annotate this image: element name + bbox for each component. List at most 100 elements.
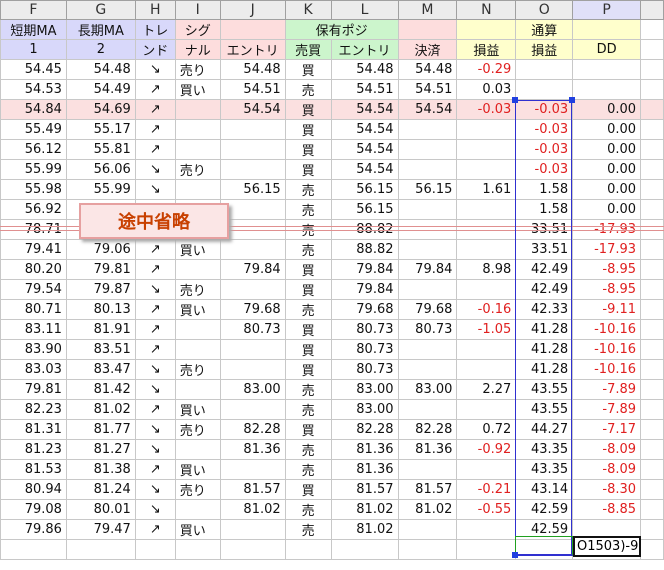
- cell-N[interactable]: -1.05: [456, 319, 517, 340]
- cell-F[interactable]: 55.49: [0, 119, 67, 140]
- column-header-H[interactable]: H: [134, 0, 176, 20]
- cell-I[interactable]: [174, 439, 221, 460]
- cell-J[interactable]: 82.28: [219, 419, 286, 440]
- cell-K[interactable]: 売: [284, 199, 332, 220]
- cell-O[interactable]: 1.58: [515, 199, 574, 220]
- cell-N[interactable]: -0.55: [456, 499, 517, 520]
- cell-N[interactable]: [456, 119, 517, 140]
- cell-H[interactable]: ↘: [134, 479, 176, 500]
- cell[interactable]: [640, 539, 664, 560]
- cell-J[interactable]: [219, 279, 286, 300]
- cell-N[interactable]: [456, 159, 517, 180]
- cell-P[interactable]: -7.17: [572, 419, 642, 440]
- cell-G[interactable]: 81.38: [65, 459, 136, 480]
- cell-O[interactable]: 33.51: [515, 239, 574, 260]
- cell-K[interactable]: 売: [284, 459, 332, 480]
- cell-L[interactable]: 80.73: [330, 319, 399, 340]
- cell-I[interactable]: 買い: [174, 239, 221, 260]
- cell-K[interactable]: 売: [284, 239, 332, 260]
- cell-L[interactable]: 54.48: [330, 59, 399, 80]
- cell[interactable]: [640, 59, 664, 80]
- cell-J[interactable]: 54.51: [219, 79, 286, 100]
- cell-K[interactable]: 売: [284, 179, 332, 200]
- cell-G[interactable]: 81.24: [65, 479, 136, 500]
- cell-N[interactable]: [456, 519, 517, 540]
- cell-K[interactable]: 売: [284, 79, 332, 100]
- cell-P[interactable]: 0.00: [572, 119, 642, 140]
- cell-I[interactable]: 売り: [174, 59, 221, 80]
- cell-L[interactable]: 54.54: [330, 99, 399, 120]
- header-cell-G[interactable]: 2: [65, 39, 136, 60]
- cell-O[interactable]: 43.55: [515, 379, 574, 400]
- cell[interactable]: [640, 19, 664, 40]
- cell-M[interactable]: 56.15: [397, 179, 458, 200]
- cell-O[interactable]: -0.03: [515, 119, 574, 140]
- cell-M[interactable]: [397, 139, 458, 160]
- cell-M[interactable]: 81.57: [397, 479, 458, 500]
- cell-O[interactable]: 43.55: [515, 399, 574, 420]
- cell[interactable]: [640, 99, 664, 120]
- cell-G[interactable]: 81.27: [65, 439, 136, 460]
- cell-P[interactable]: [572, 59, 642, 80]
- cell-M[interactable]: 82.28: [397, 419, 458, 440]
- cell-L[interactable]: 88.82: [330, 239, 399, 260]
- cell-M[interactable]: [397, 399, 458, 420]
- cell-G[interactable]: 81.77: [65, 419, 136, 440]
- header-cell-M[interactable]: [397, 19, 458, 40]
- cell-L[interactable]: 79.68: [330, 299, 399, 320]
- cell[interactable]: [640, 499, 664, 520]
- cell-L[interactable]: 79.84: [330, 279, 399, 300]
- cell-I[interactable]: [174, 99, 221, 120]
- cell-H[interactable]: ↗: [134, 299, 176, 320]
- cell-O[interactable]: -0.03: [515, 99, 574, 120]
- cell[interactable]: [174, 539, 221, 560]
- cell-O[interactable]: 41.28: [515, 319, 574, 340]
- cell-M[interactable]: 54.48: [397, 59, 458, 80]
- cell-H[interactable]: ↗: [134, 119, 176, 140]
- cell-J[interactable]: [219, 199, 286, 220]
- column-header-I[interactable]: I: [174, 0, 221, 20]
- cell-G[interactable]: 56.06: [65, 159, 136, 180]
- cell-G[interactable]: 54.69: [65, 99, 136, 120]
- cell-F[interactable]: 55.98: [0, 179, 67, 200]
- cell-F[interactable]: 54.53: [0, 79, 67, 100]
- cell-M[interactable]: [397, 459, 458, 480]
- cell-N[interactable]: -0.29: [456, 59, 517, 80]
- cell-N[interactable]: [456, 399, 517, 420]
- cell-H[interactable]: ↗: [134, 79, 176, 100]
- header-cell-I[interactable]: ナル: [174, 39, 221, 60]
- cell-N[interactable]: -0.21: [456, 479, 517, 500]
- cell-P[interactable]: -8.30: [572, 479, 642, 500]
- cell[interactable]: [640, 519, 664, 540]
- cell-J[interactable]: [219, 159, 286, 180]
- cell-G[interactable]: 79.81: [65, 259, 136, 280]
- cell-I[interactable]: 売り: [174, 479, 221, 500]
- cell[interactable]: [640, 159, 664, 180]
- cell-O[interactable]: 43.35: [515, 459, 574, 480]
- cell-P[interactable]: -8.09: [572, 459, 642, 480]
- cell-F[interactable]: 79.81: [0, 379, 67, 400]
- cell-H[interactable]: ↗: [134, 99, 176, 120]
- cell-L[interactable]: 81.02: [330, 499, 399, 520]
- cell-K[interactable]: 買: [284, 279, 332, 300]
- cell-G[interactable]: 54.49: [65, 79, 136, 100]
- cell-G[interactable]: 54.48: [65, 59, 136, 80]
- cell[interactable]: [640, 139, 664, 160]
- cell-M[interactable]: [397, 359, 458, 380]
- cell-L[interactable]: 54.51: [330, 79, 399, 100]
- cell-I[interactable]: [174, 139, 221, 160]
- cell-L[interactable]: 80.73: [330, 359, 399, 380]
- cell-I[interactable]: [174, 319, 221, 340]
- header-cell-J[interactable]: [219, 19, 286, 40]
- cell-M[interactable]: 79.84: [397, 259, 458, 280]
- cell-O[interactable]: 1.58: [515, 179, 574, 200]
- cell-O[interactable]: 42.59: [515, 499, 574, 520]
- cell-G[interactable]: 80.13: [65, 299, 136, 320]
- cell-I[interactable]: 買い: [174, 79, 221, 100]
- cell-O[interactable]: 41.28: [515, 339, 574, 360]
- cell-H[interactable]: ↘: [134, 179, 176, 200]
- cell-N[interactable]: [456, 339, 517, 360]
- cell-N[interactable]: [456, 199, 517, 220]
- cell-O[interactable]: [515, 79, 574, 100]
- cell[interactable]: [640, 319, 664, 340]
